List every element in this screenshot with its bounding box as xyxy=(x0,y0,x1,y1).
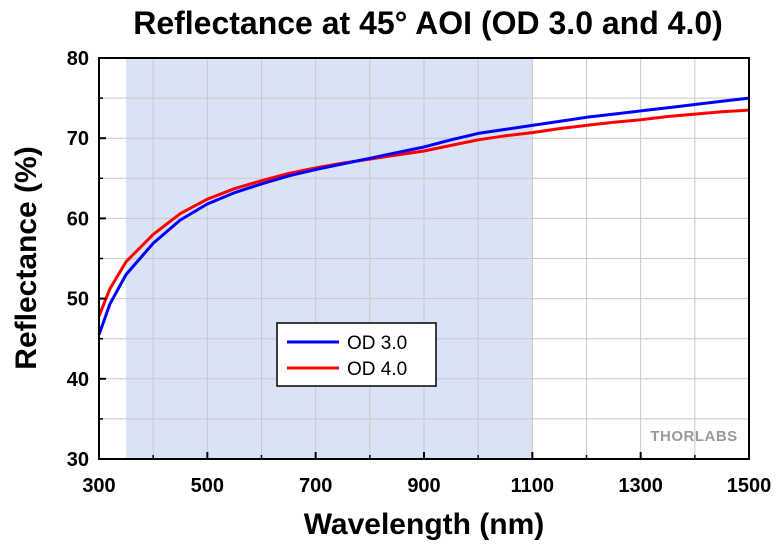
x-tick-label: 700 xyxy=(299,475,332,497)
x-tick-label: 1300 xyxy=(618,475,663,497)
y-axis-label: Reflectance (%) xyxy=(10,146,43,369)
legend-label: OD 4.0 xyxy=(347,359,407,380)
x-axis-ticks: 300 500 700 900 1100 1300 1500 xyxy=(82,452,771,497)
series-line-od-3-0 xyxy=(97,96,750,336)
y-tick-label: 70 xyxy=(67,128,89,150)
x-tick-label: 500 xyxy=(191,475,224,497)
legend-label: OD 3.0 xyxy=(347,333,407,354)
series-layer xyxy=(97,96,750,336)
legend-box xyxy=(276,322,437,387)
x-axis-label: Wavelength (nm) xyxy=(304,508,545,541)
y-tick-label: 50 xyxy=(67,289,89,311)
series-line-od-4-0 xyxy=(97,108,750,317)
legend: OD 3.0 OD 4.0 xyxy=(276,322,437,387)
y-tick-label: 60 xyxy=(67,208,89,230)
x-tick-label: 300 xyxy=(82,475,115,497)
x-tick-label: 900 xyxy=(407,475,440,497)
y-tick-label: 30 xyxy=(67,449,89,471)
y-tick-label: 40 xyxy=(67,369,89,391)
x-tick-label: 1100 xyxy=(511,475,554,497)
x-tick-label: 1500 xyxy=(727,475,772,497)
y-axis-ticks: 30 40 50 60 70 80 xyxy=(67,48,106,471)
chart-title: Reflectance at 45° AOI (OD 3.0 and 4.0) xyxy=(133,5,723,41)
thorlabs-watermark: THORLABS xyxy=(650,428,737,445)
y-tick-label: 80 xyxy=(67,48,89,70)
